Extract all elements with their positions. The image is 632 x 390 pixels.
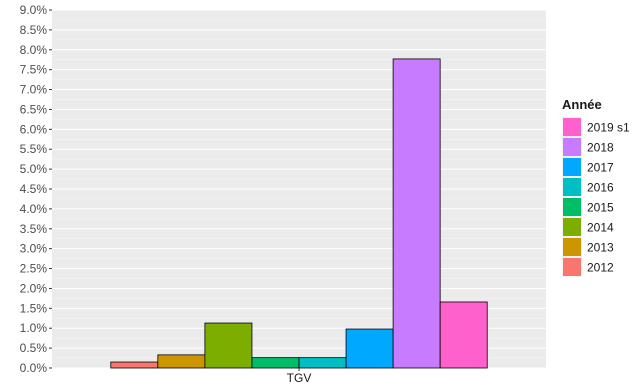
y-tick-label: 5.0% <box>20 162 48 176</box>
y-tick-label: 5.5% <box>20 142 48 156</box>
bar-2016 <box>298 357 347 369</box>
y-tick-label: 8.0% <box>20 43 48 57</box>
y-tick-label: 0.0% <box>20 361 48 375</box>
y-tick-label: 7.0% <box>20 83 48 97</box>
y-tick-label: 6.5% <box>20 102 48 116</box>
legend: Année 2019 s1 2018 2017 2016 2015 2014 2013 2012 <box>562 97 630 277</box>
legend-label: 2015 <box>587 201 614 215</box>
y-tick-label: 4.5% <box>20 182 48 196</box>
y-tick-label: 2.5% <box>20 262 48 276</box>
y-tick-label: 8.5% <box>20 23 48 37</box>
bar-2018 <box>392 58 441 369</box>
y-tick-label: 3.5% <box>20 222 48 236</box>
y-tick-label: 2.0% <box>20 281 48 295</box>
legend-label: 2013 <box>587 241 614 255</box>
legend-label: 2012 <box>587 261 614 275</box>
bar-2014 <box>204 322 253 369</box>
legend-swatch <box>563 218 581 236</box>
bars <box>110 58 488 369</box>
y-tick-label: 9.0% <box>20 3 48 17</box>
y-tick-label: 0.5% <box>20 341 48 355</box>
bar-2012 <box>110 361 159 369</box>
legend-swatch <box>563 118 581 136</box>
legend-label: 2019 s1 <box>587 121 630 135</box>
legend-title: Année <box>562 97 602 112</box>
y-tick-label: 4.0% <box>20 202 48 216</box>
bar-2015 <box>251 357 300 369</box>
y-tick-label: 7.5% <box>20 63 48 77</box>
bar-2017 <box>345 328 394 369</box>
x-tick-label: TGV <box>287 371 312 385</box>
legend-label: 2016 <box>587 181 614 195</box>
bar-2019-s1 <box>439 301 488 369</box>
y-tick-label: 6.0% <box>20 122 48 136</box>
y-tick-label: 1.0% <box>20 321 48 335</box>
legend-swatch <box>563 178 581 196</box>
legend-swatch <box>563 138 581 156</box>
legend-label: 2017 <box>587 161 614 175</box>
bar-2013 <box>157 354 206 369</box>
legend-label: 2014 <box>587 221 614 235</box>
legend-swatch <box>563 238 581 256</box>
y-tick-label: 3.0% <box>20 242 48 256</box>
legend-swatch <box>563 198 581 216</box>
legend-swatch <box>563 158 581 176</box>
grid-lines <box>52 9 546 369</box>
y-tick-label: 1.5% <box>20 301 48 315</box>
x-axis: TGV <box>287 368 312 385</box>
legend-label: 2018 <box>587 141 614 155</box>
y-axis: 0.0% 0.5% 1.0% 1.5% 2.0% 2.5% 3.0% 3.5% 4.0% 4.5%… <box>20 3 52 375</box>
legend-swatch <box>563 258 581 276</box>
